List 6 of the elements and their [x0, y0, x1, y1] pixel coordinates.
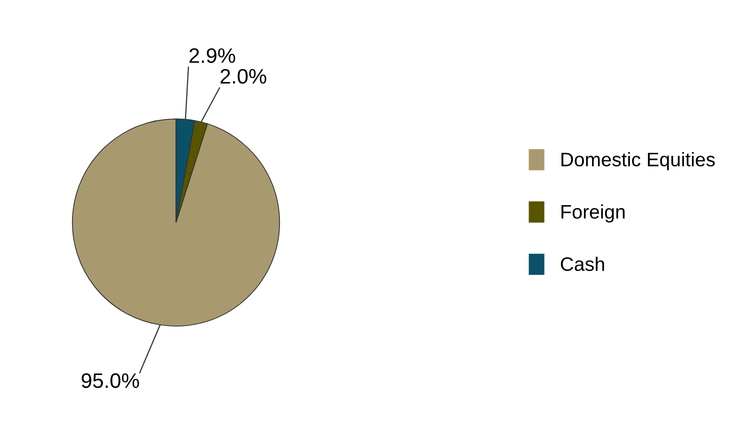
data-label: 2.0%: [220, 68, 266, 84]
legend-label: Foreign: [561, 204, 625, 223]
data-label: 95.0%: [82, 373, 139, 388]
data-label: 2.9%: [189, 48, 236, 63]
legend-label: Cash: [560, 256, 604, 272]
legend-label: Domestic Equities: [561, 152, 715, 170]
